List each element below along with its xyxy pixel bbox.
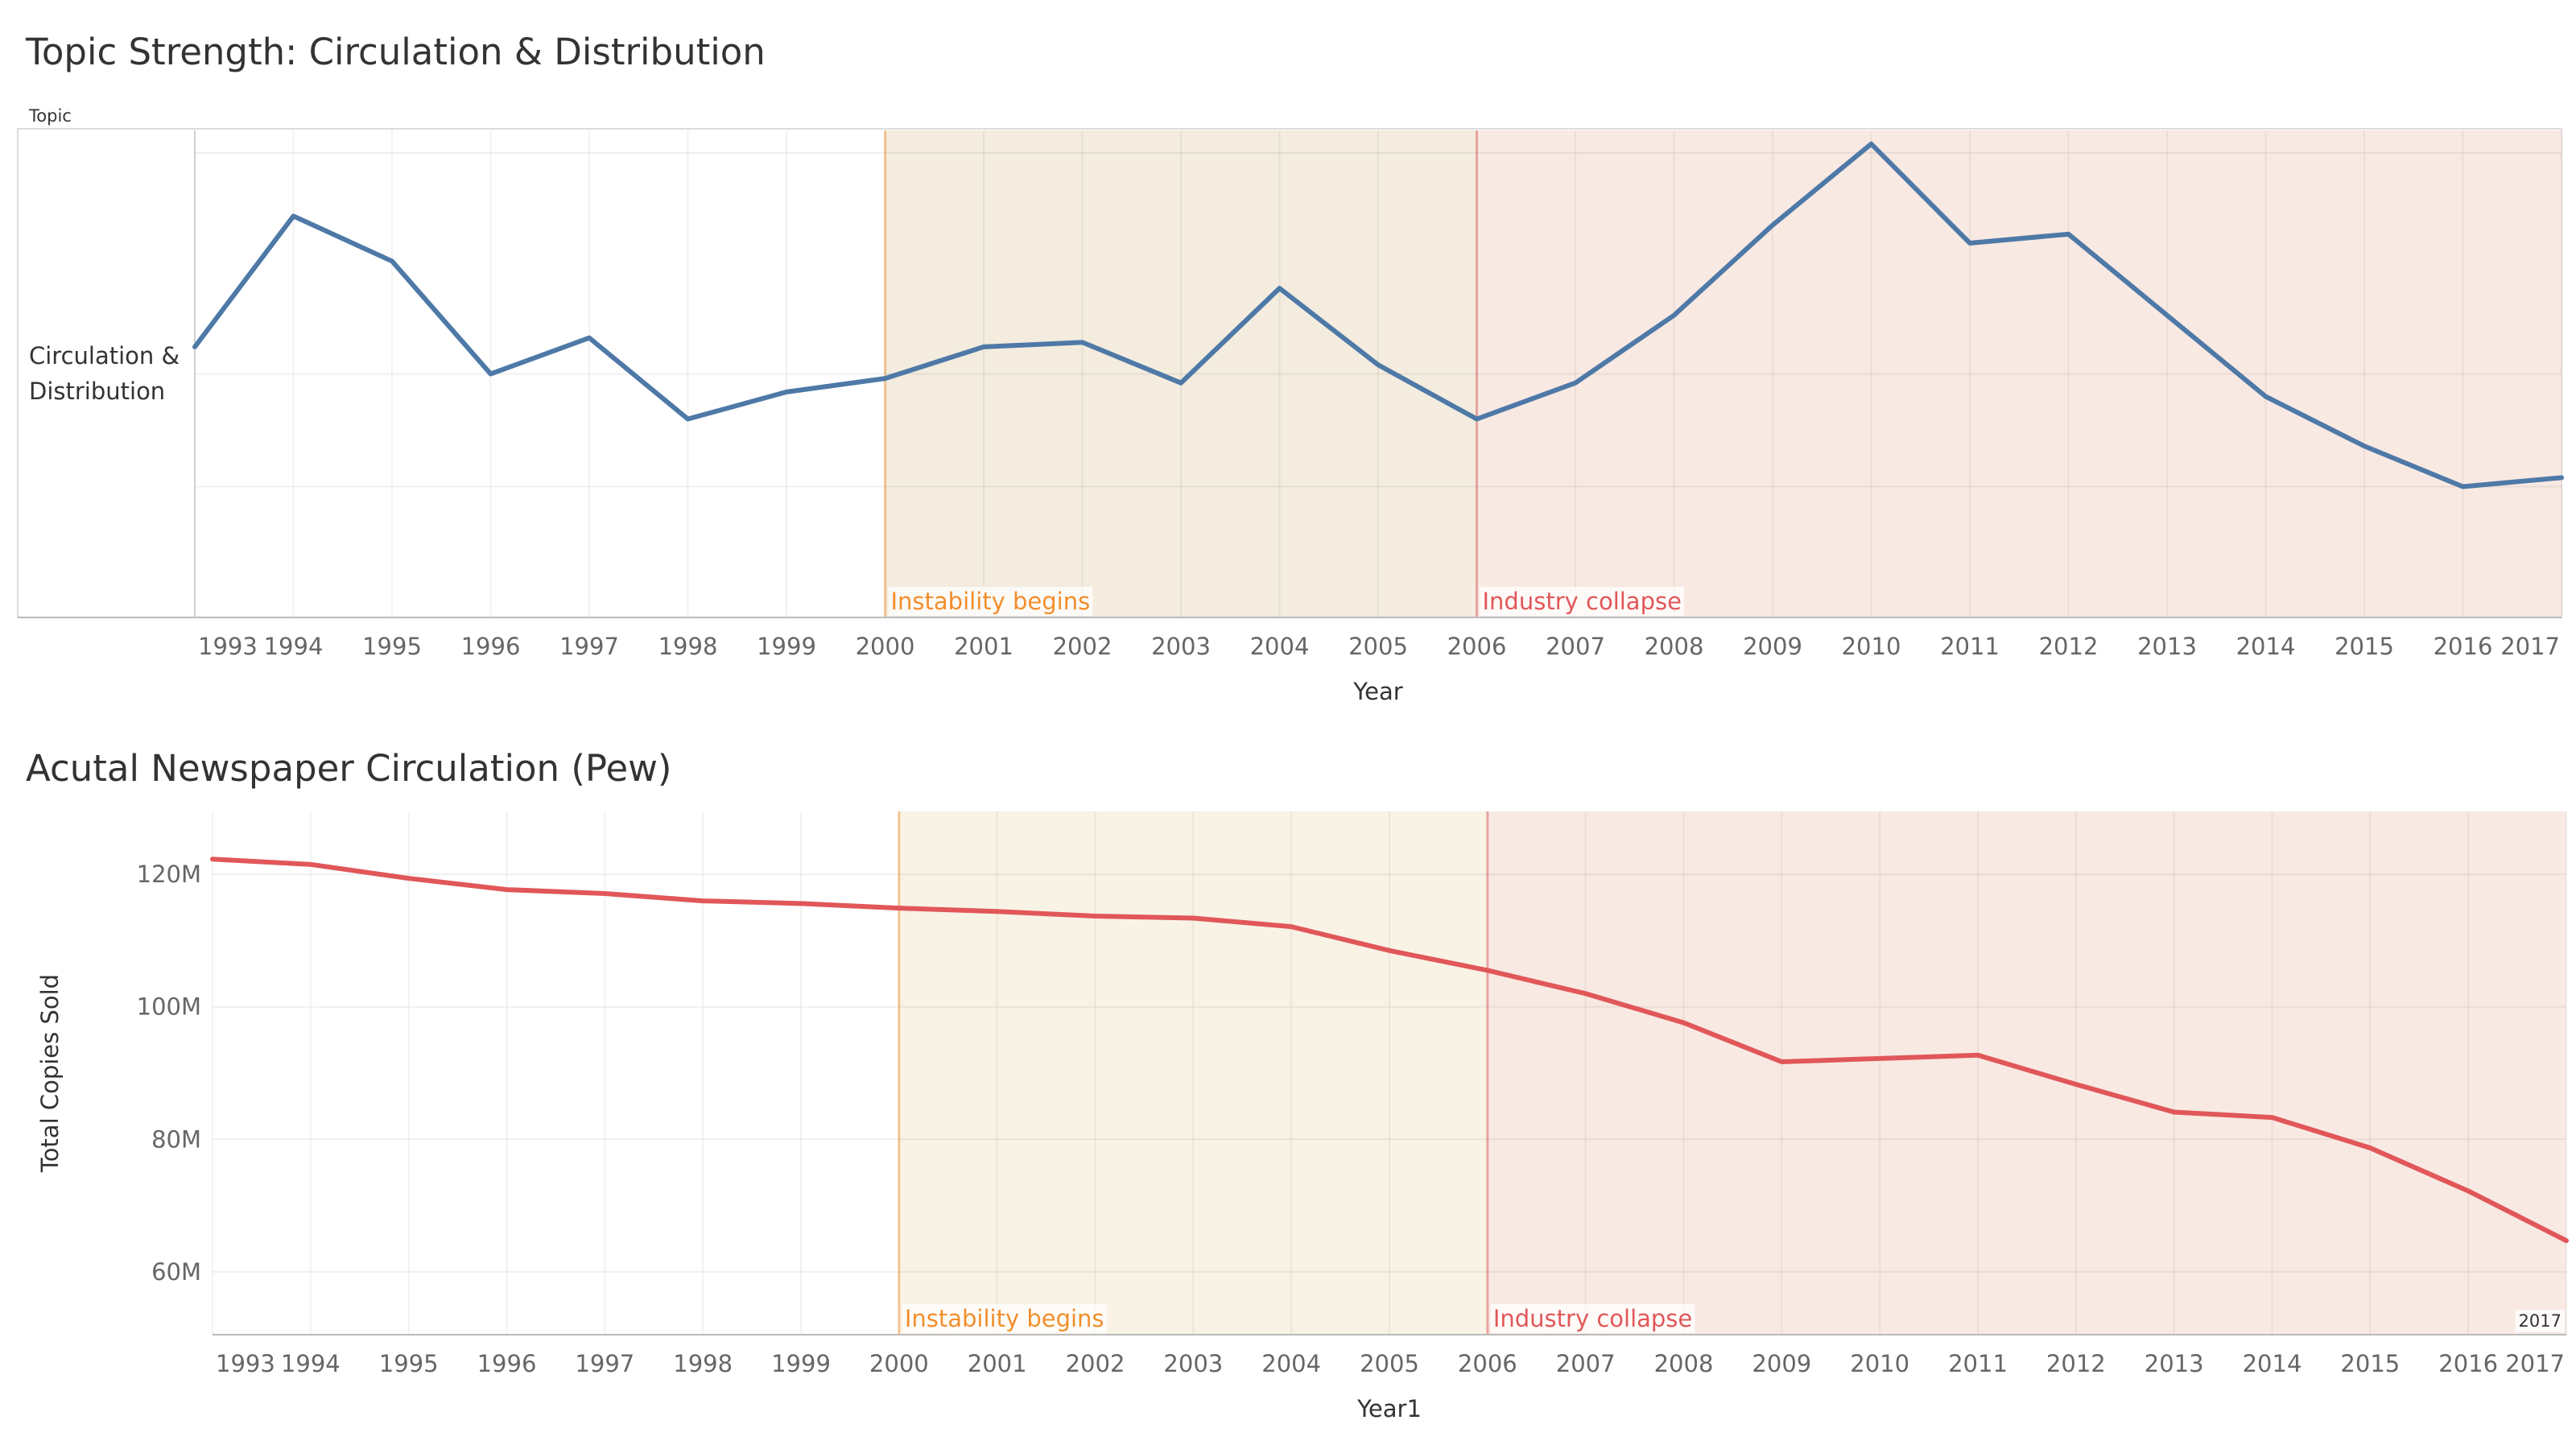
chart2-x-tick-1993: 1993: [216, 1350, 275, 1377]
chart2-x-tick-2007: 2007: [1556, 1350, 1616, 1377]
chart1-band-label-0: Instability begins: [891, 588, 1091, 615]
chart2-x-tick-2011: 2011: [1948, 1350, 2008, 1377]
chart2-title: Acutal Newspaper Circulation (Pew): [26, 747, 672, 790]
chart2-x-tick-2008: 2008: [1654, 1350, 1714, 1377]
chart1-x-tick-2015: 2015: [2334, 633, 2394, 660]
chart2-x-tick-1997: 1997: [575, 1350, 634, 1377]
chart1-x-axis-title: Year: [1352, 678, 1402, 705]
chart2-x-tick-2001: 2001: [968, 1350, 1027, 1377]
chart2-y-tick-60: 60M: [151, 1258, 201, 1286]
chart2-x-tick-2013: 2013: [2145, 1350, 2204, 1377]
chart2-x-tick-2012: 2012: [2046, 1350, 2106, 1377]
chart2-band-label-1: Industry collapse: [1493, 1305, 1692, 1332]
chart1-band-label-bg-1: [1480, 587, 1684, 616]
chart1-x-tick-1997: 1997: [559, 633, 619, 660]
chart1-x-tick-2012: 2012: [2039, 633, 2099, 660]
chart1-x-tick-2017: 2017: [2500, 633, 2560, 660]
chart1-x-tick-1993: 1993: [198, 633, 258, 660]
chart1-x-tick-2006: 2006: [1447, 633, 1507, 660]
chart2-x-tick-2009: 2009: [1752, 1350, 1811, 1377]
chart1-x-tick-2000: 2000: [856, 633, 915, 660]
chart1-x-tick-2004: 2004: [1250, 633, 1310, 660]
chart1-band-label-bg-0: [888, 587, 1093, 616]
chart1-column-header: Topic: [28, 106, 72, 126]
chart1-x-tick-2007: 2007: [1546, 633, 1605, 660]
chart1-x-tick-2013: 2013: [2137, 633, 2197, 660]
chart2-x-tick-1998: 1998: [673, 1350, 733, 1377]
chart2-x-tick-1995: 1995: [379, 1350, 439, 1377]
chart1-x-tick-2005: 2005: [1348, 633, 1408, 660]
chart1-x-tick-1996: 1996: [461, 633, 521, 660]
chart1-row-label-line2: Distribution: [29, 378, 165, 405]
chart2-x-tick-2010: 2010: [1850, 1350, 1909, 1377]
chart2-x-tick-2000: 2000: [869, 1350, 929, 1377]
chart1-x-tick-2001: 2001: [954, 633, 1013, 660]
chart2-y-tick-100: 100M: [137, 993, 201, 1021]
chart2-y-tick-120: 120M: [137, 861, 201, 888]
chart2-end-label-bg: [2515, 1310, 2565, 1332]
chart2-x-tick-1996: 1996: [477, 1350, 537, 1377]
chart2-band-label-0: Instability begins: [905, 1305, 1104, 1332]
chart1-x-tick-1994: 1994: [264, 633, 324, 660]
chart1-title: Topic Strength: Circulation & Distributi…: [26, 31, 766, 73]
chart2-x-tick-1994: 1994: [281, 1350, 341, 1377]
chart2-x-tick-2016: 2016: [2438, 1350, 2498, 1377]
chart1-band-label-1: Industry collapse: [1483, 588, 1682, 615]
chart2-x-axis-title: Year1: [1356, 1395, 1422, 1422]
chart1-x-tick-2009: 2009: [1743, 633, 1802, 660]
chart1-row-label-line1: Circulation &: [29, 342, 180, 369]
chart1-x-tick-2010: 2010: [1842, 633, 1901, 660]
chart1-x-tick-2003: 2003: [1151, 633, 1211, 660]
chart1-x-tick-1995: 1995: [362, 633, 422, 660]
chart1-x-tick-2011: 2011: [1940, 633, 2000, 660]
chart2-x-tick-2014: 2014: [2243, 1350, 2302, 1377]
chart2-band-1: [1487, 811, 2566, 1335]
chart2-x-tick-2017: 2017: [2505, 1350, 2565, 1377]
chart2-band-label-bg-1: [1490, 1304, 1695, 1333]
chart2-x-tick-2005: 2005: [1360, 1350, 1419, 1377]
chart2-y-tick-80: 80M: [151, 1125, 201, 1153]
chart2-x-tick-2015: 2015: [2340, 1350, 2400, 1377]
chart1-x-tick-2016: 2016: [2434, 633, 2493, 660]
chart1-x-tick-1998: 1998: [658, 633, 718, 660]
chart2-x-tick-2006: 2006: [1458, 1350, 1517, 1377]
chart2-end-label: 2017: [2519, 1311, 2562, 1331]
chart1-band-1: [1476, 130, 2562, 617]
chart1-x-tick-2002: 2002: [1053, 633, 1113, 660]
chart1-x-tick-1999: 1999: [757, 633, 816, 660]
chart1-x-tick-2014: 2014: [2236, 633, 2296, 660]
chart2-band-0: [898, 811, 1488, 1335]
chart2-x-tick-2002: 2002: [1066, 1350, 1125, 1377]
chart2-x-tick-1999: 1999: [771, 1350, 831, 1377]
chart2-x-tick-2004: 2004: [1261, 1350, 1321, 1377]
chart1-band-0: [885, 130, 1477, 617]
chart2-x-tick-2003: 2003: [1163, 1350, 1223, 1377]
chart2-y-axis-title: Total Copies Sold: [36, 974, 64, 1173]
chart2-band-label-bg-0: [902, 1304, 1107, 1333]
chart1-x-tick-2008: 2008: [1645, 633, 1704, 660]
